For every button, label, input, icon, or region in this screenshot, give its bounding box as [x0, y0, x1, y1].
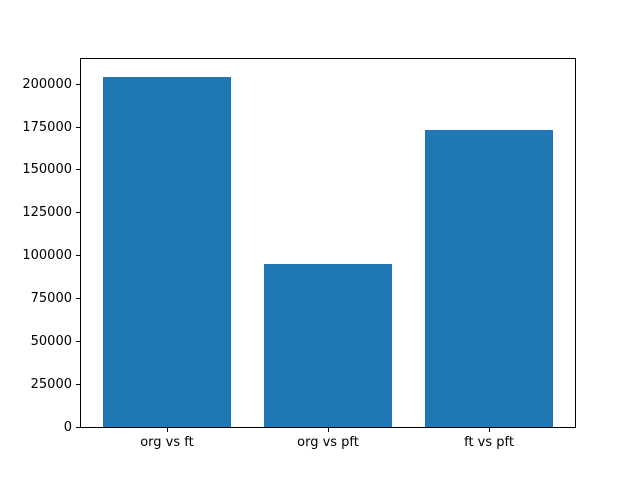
y-axis-tick [76, 83, 80, 85]
y-axis-tick-label: 100000 [22, 248, 72, 264]
y-axis-tick [76, 341, 80, 343]
bar-ft-vs-pft [424, 129, 554, 427]
y-axis-tick [76, 298, 80, 300]
y-axis-tick [76, 255, 80, 257]
y-axis-tick-label: 75000 [30, 291, 72, 307]
y-axis-tick-label: 25000 [30, 377, 72, 393]
y-axis-tick [76, 126, 80, 128]
y-axis-tick [76, 169, 80, 171]
y-axis-tick-label: 0 [63, 420, 72, 435]
x-axis-tick [166, 428, 168, 432]
x-axis-tick [328, 428, 329, 432]
y-axis-tick-label: 125000 [22, 205, 72, 221]
y-axis-tick-label: 50000 [30, 334, 72, 350]
x-axis-tick [489, 428, 491, 432]
bar-org-vs-ft [102, 76, 232, 427]
y-axis-tick [76, 212, 80, 214]
axes [80, 58, 576, 428]
y-axis-tick-label: 150000 [22, 162, 72, 178]
x-axis-tick-label-org-vs-pft: org vs pft [297, 435, 359, 450]
x-axis-tick-label-ft-vs-pft: ft vs pft [464, 435, 514, 450]
y-axis-tick-label: 200000 [22, 76, 72, 92]
y-axis-tick [76, 427, 80, 428]
y-axis-tick-label: 175000 [22, 119, 72, 135]
bar-org-vs-pft [263, 263, 393, 427]
y-axis-tick [76, 384, 80, 386]
x-axis-tick-label-org-vs-ft: org vs ft [140, 435, 194, 450]
